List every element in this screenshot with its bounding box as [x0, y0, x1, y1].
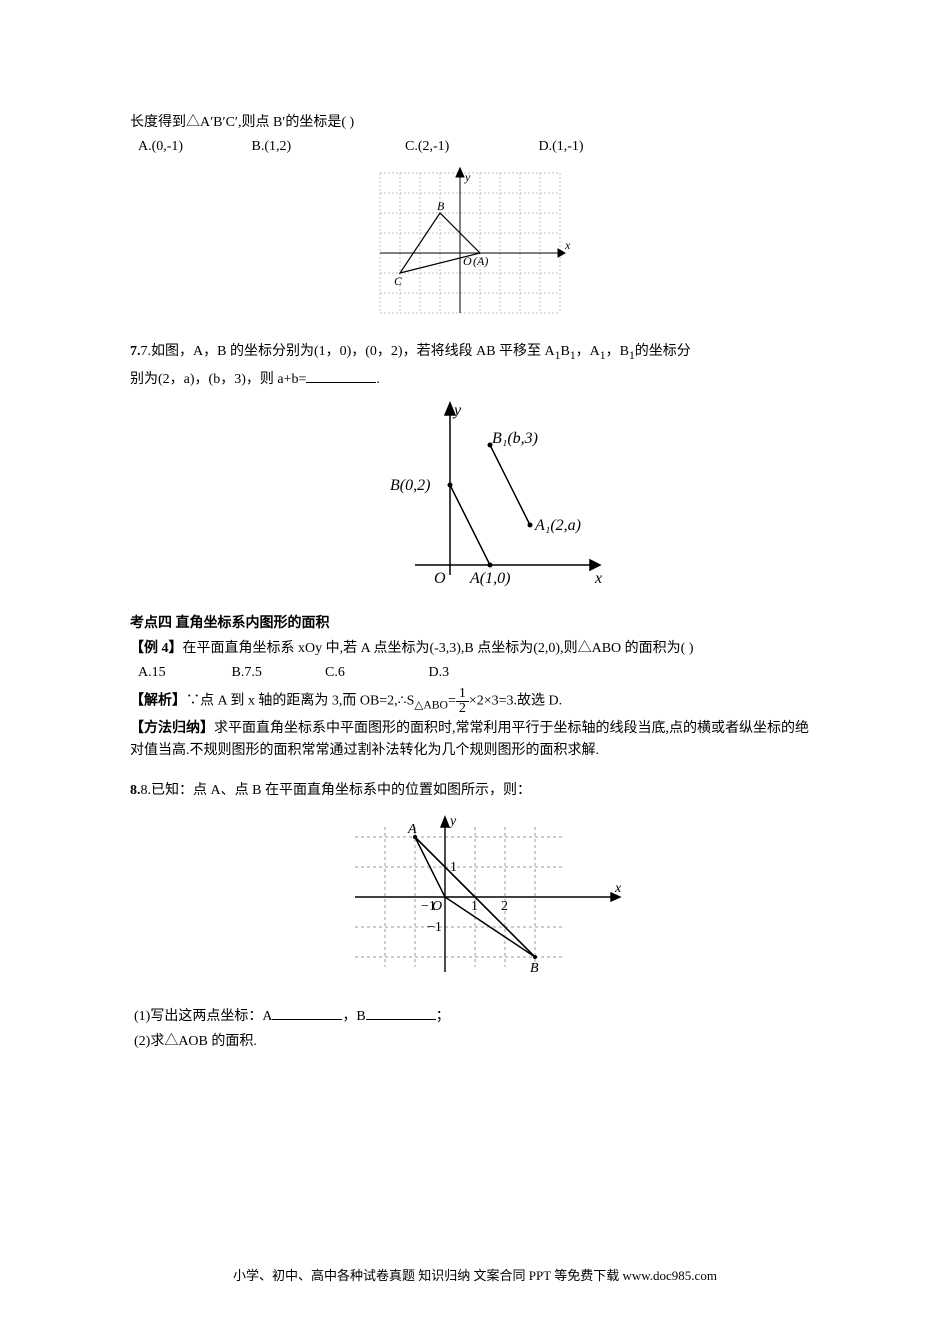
txt: .: [376, 372, 380, 387]
txt: B: [560, 344, 569, 359]
txt: 8.已知：点 A、点 B 在平面直角坐标系中的位置如图所示，则：: [141, 783, 531, 798]
svg-text:A₁(2,a): A₁(2,a): [534, 517, 581, 534]
svg-text:y: y: [464, 170, 471, 184]
q6-opt-a: A.(0,-1): [138, 136, 248, 158]
q6-opt-b: B.(1,2): [252, 136, 402, 158]
svg-text:A: A: [407, 822, 417, 837]
topic4-title: 考点四 直角坐标系内图形的面积: [130, 613, 820, 635]
txt: =: [448, 693, 456, 708]
opt-c: C.6: [325, 662, 425, 684]
svg-text:B: B: [437, 199, 445, 213]
q6-opt-c: C.(2,-1): [405, 136, 535, 158]
blank: [366, 1005, 436, 1020]
txt: ，A: [576, 344, 600, 359]
svg-text:(A): (A): [473, 254, 488, 268]
txt: ×2×3=3.故选 D.: [469, 693, 562, 708]
analysis-label: 【解析】: [130, 693, 186, 708]
svg-text:x: x: [594, 570, 602, 587]
svg-text:x: x: [614, 881, 622, 896]
analysis: 【解析】∵点 A 到 x 轴的距离为 3,而 OB=2,∴S△ABO=12×2×…: [130, 687, 820, 716]
svg-text:C: C: [394, 274, 403, 288]
q7-prefix: 7.如图，A，B 的坐标分别为(1，0)，(0，2)，若将线段 AB 平移至 A: [141, 344, 555, 359]
example-text: 在平面直角坐标系 xOy 中,若 A 点坐标为(-3,3),B 点坐标为(2,0…: [183, 641, 694, 656]
denominator: 2: [456, 702, 469, 716]
q8-sub1: (1)写出这两点坐标：A ，B ；: [134, 1005, 820, 1028]
svg-text:2: 2: [501, 899, 508, 914]
svg-text:y: y: [448, 814, 457, 829]
method: 【方法归纳】求平面直角坐标系中平面图形的面积时,常常利用平行于坐标轴的线段当底,…: [130, 718, 820, 763]
q7-text-line1: 7.7.如图，A，B 的坐标分别为(1，0)，(0，2)，若将线段 AB 平移至…: [130, 341, 820, 365]
svg-text:x: x: [564, 238, 571, 252]
txt: (1)写出这两点坐标：A: [134, 1009, 272, 1024]
method-text: 求平面直角坐标系中平面图形的面积时,常常利用平行于坐标轴的线段当底,点的横或者纵…: [130, 721, 809, 758]
txt: ；: [436, 1009, 450, 1024]
q8-figure: y x O A B 1 −1 1 2 −1: [130, 807, 820, 995]
opt-b: B.7.5: [232, 662, 322, 684]
q6-options: A.(0,-1) B.(1,2) C.(2,-1) D.(1,-1): [138, 136, 820, 158]
txt: 的坐标分: [635, 344, 691, 359]
svg-text:y: y: [452, 402, 462, 419]
q8-sub2: (2)求△AOB 的面积.: [134, 1031, 820, 1053]
page-footer: 小学、初中、高中各种试卷真题 知识归纳 文案合同 PPT 等免费下载 www.d…: [0, 1265, 950, 1284]
q6-text: 长度得到△A′B′C′,则点 B′的坐标是( ): [130, 112, 820, 134]
fraction: 12: [456, 687, 469, 716]
q7-text-line2: 别为(2，a)，(b，3)，则 a+b=.: [130, 368, 820, 391]
opt-d: D.3: [429, 662, 509, 684]
svg-text:O: O: [434, 570, 446, 587]
example-label: 【例 4】: [130, 641, 183, 656]
svg-text:−1: −1: [427, 920, 442, 935]
txt: ，B: [606, 344, 629, 359]
numerator: 1: [456, 687, 469, 702]
blank: [306, 368, 376, 383]
txt: ，B: [342, 1009, 365, 1024]
method-label: 【方法归纳】: [130, 721, 214, 736]
svg-text:1: 1: [471, 899, 478, 914]
svg-text:B: B: [530, 961, 539, 976]
sub: △ABO: [414, 698, 448, 711]
q7-figure: y x O B(0,2) A(1,0) B₁(b,3) A₁(2,a): [130, 395, 820, 603]
svg-text:1: 1: [450, 860, 457, 875]
q6-opt-d: D.(1,-1): [539, 136, 639, 158]
blank: [272, 1005, 342, 1020]
svg-text:O: O: [463, 254, 472, 268]
q6-figure: y x B C O (A): [130, 163, 820, 331]
svg-text:−1: −1: [421, 899, 436, 914]
q8-text: 8.8.已知：点 A、点 B 在平面直角坐标系中的位置如图所示，则：: [130, 780, 820, 802]
txt: 别为(2，a)，(b，3)，则 a+b=: [130, 372, 306, 387]
svg-text:B(0,2): B(0,2): [390, 477, 430, 494]
opt-a: A.15: [138, 662, 228, 684]
example4-options: A.15 B.7.5 C.6 D.3: [138, 662, 820, 684]
example4: 【例 4】在平面直角坐标系 xOy 中,若 A 点坐标为(-3,3),B 点坐标…: [130, 638, 820, 660]
svg-text:A(1,0): A(1,0): [469, 570, 510, 587]
svg-text:B₁(b,3): B₁(b,3): [492, 430, 538, 447]
txt: ∵点 A 到 x 轴的距离为 3,而 OB=2,∴S: [186, 693, 414, 708]
